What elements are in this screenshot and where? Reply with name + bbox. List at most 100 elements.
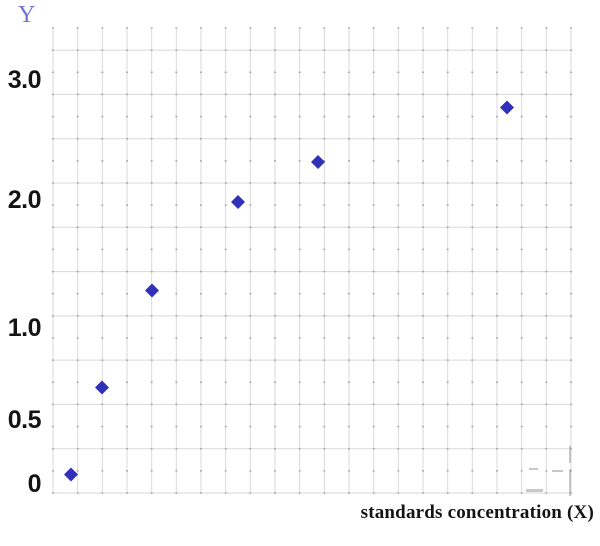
grid-dot [348,470,350,472]
grid-dot [224,160,227,162]
grid-dot [570,137,572,140]
grid-dot [76,292,79,295]
grid-dot [570,71,572,74]
grid-dot [323,27,326,29]
grid-dot [545,49,548,51]
grid-dot [175,49,178,51]
grid-dot [397,470,400,472]
grid-dot [76,248,79,251]
grid-dot [224,381,227,384]
grid-dot [446,270,449,273]
grid-dot [150,204,153,206]
grid-dot [422,447,424,450]
grid-dot [150,447,153,450]
grid-dot [570,270,572,273]
grid-dot [249,137,252,140]
grid-dot [175,270,178,273]
grid-dot [249,270,252,273]
grid-dot [545,403,548,406]
grid-dot [520,381,523,384]
grid-dot [471,93,474,96]
grid-dot [520,115,523,118]
grid-dot [422,49,424,51]
grid-dot [422,292,424,295]
grid-dot [397,93,400,96]
grid-dot [471,71,474,74]
grid-dot [175,204,178,206]
grid-dot [52,93,54,96]
grid-dot [570,115,572,118]
grid-dot [397,71,400,74]
grid-dot [545,425,548,428]
grid-dot [372,337,375,339]
grid-dot [249,248,252,251]
grid-dot [471,381,474,384]
grid-dot [52,292,54,295]
grid-dot [175,137,178,140]
y-tick-label: 1.0 [7,314,42,342]
grid-dot [200,315,202,317]
grid-dot [496,71,498,74]
grid-dot [52,27,54,29]
grid-dot [76,160,79,162]
grid-dot [52,137,54,140]
grid-dot [200,71,202,74]
grid-dot [496,93,498,96]
grid-dot [224,425,227,428]
grid-dot [372,270,375,273]
grid-dot [101,71,104,74]
grid-dot [200,492,202,494]
grid-dot [520,492,523,494]
grid-dot [52,204,54,206]
grid-dot [496,403,498,406]
grid-dot [570,182,572,184]
grid-dot [496,359,498,361]
grid-dot [150,160,153,162]
grid-dot [348,292,350,295]
grid-dot [471,470,474,472]
grid-dot [274,403,276,406]
grid-dot [348,359,350,361]
grid-dot [200,115,202,118]
grid-dot [101,337,104,339]
grid-dot [249,292,252,295]
grid-dot [200,359,202,361]
grid-dot [76,315,79,317]
grid-dot [520,248,523,251]
grid-dot [446,49,449,51]
grid-dot [397,137,400,140]
grid-dot [274,27,276,29]
grid-dot [545,381,548,384]
grid-dot [446,470,449,472]
grid-dot [397,337,400,339]
grid-dot [274,470,276,472]
grid-dot [422,93,424,96]
grid-dot [76,270,79,273]
grid-dot [249,160,252,162]
grid-dot [372,93,375,96]
grid-dot [570,403,572,406]
grid-dot [76,470,79,472]
grid-dot [446,381,449,384]
grid-dot [200,248,202,251]
grid-dot [323,470,326,472]
grid-dot [422,425,424,428]
grid-dot [446,292,449,295]
grid-dot [298,292,301,295]
grid-dot [372,27,375,29]
grid-dot [372,226,375,229]
grid-dot [224,204,227,206]
grid-dot [126,226,128,229]
grid-dot [76,226,79,229]
grid-dot [520,470,523,472]
grid-dot [175,93,178,96]
grid-dot [446,359,449,361]
grid-dot [249,337,252,339]
grid-dot [126,137,128,140]
grid-dot [446,93,449,96]
grid-dot [323,292,326,295]
grid-dot [52,270,54,273]
grid-dot [422,381,424,384]
grid-dot [397,160,400,162]
grid-dot [126,115,128,118]
